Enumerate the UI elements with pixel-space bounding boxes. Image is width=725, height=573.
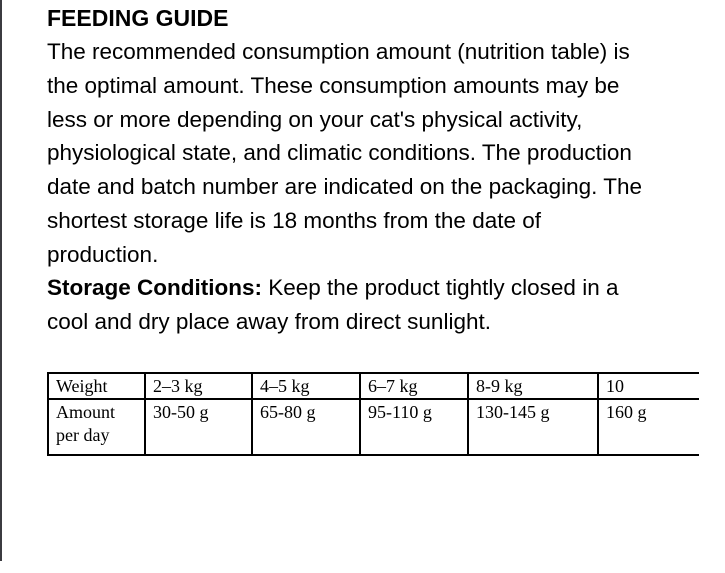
cell-text: 95-110 g bbox=[368, 401, 432, 422]
feeding-guide-heading: FEEDING GUIDE bbox=[47, 5, 229, 31]
table-cell: 10 bbox=[597, 371, 699, 400]
cell-text: Weight bbox=[56, 375, 108, 396]
table-cell: 4–5 kg bbox=[251, 371, 361, 400]
table-cell: 2–3 kg bbox=[144, 371, 253, 400]
body-line: date and batch number are indicated on t… bbox=[47, 170, 723, 204]
page-content: FEEDING GUIDE The recommended consumptio… bbox=[47, 0, 723, 456]
cell-text: 8-9 kg bbox=[476, 375, 523, 396]
cell-text: Amount bbox=[56, 401, 116, 422]
weight-row: Weight 2–3 kg 4–5 kg 6–7 kg bbox=[47, 371, 699, 400]
cell-text: per day bbox=[56, 424, 110, 445]
amount-row: Amount per day 30-50 g 65-80 g 95-110 g bbox=[47, 397, 699, 456]
row-header-cell: Weight bbox=[47, 371, 146, 400]
body-line-text: production. bbox=[47, 241, 159, 267]
cell-text: 2–3 kg bbox=[153, 375, 203, 396]
body-line: production. bbox=[47, 238, 723, 272]
body-line: Storage Conditions: Keep the product tig… bbox=[47, 271, 723, 305]
cell-text: 6–7 kg bbox=[368, 375, 418, 396]
cell-text: 10 bbox=[606, 375, 624, 396]
body-line-text: shortest storage life is 18 months from … bbox=[47, 207, 542, 233]
body-line-text: physiological state, and climatic condit… bbox=[47, 140, 632, 166]
body-line-text: cool and dry place away from direct sunl… bbox=[47, 309, 491, 334]
body-line: the optimal amount. These consumption am… bbox=[47, 69, 723, 103]
table-cell: 6–7 kg bbox=[359, 371, 469, 400]
body-line: less or more depending on your cat's phy… bbox=[47, 103, 723, 137]
cell-text: 30-50 g bbox=[153, 401, 209, 422]
table-cell: 130-145 g bbox=[467, 397, 599, 456]
cell-text: 4–5 kg bbox=[260, 375, 310, 396]
page-left-border bbox=[0, 0, 2, 561]
body-line: The recommended consumption amount (nutr… bbox=[47, 35, 723, 69]
cell-text: 160 g bbox=[606, 401, 647, 422]
body-line-text: less or more depending on your cat's phy… bbox=[47, 106, 583, 132]
table-cell: 30-50 g bbox=[144, 397, 253, 456]
body-line-text: the optimal amount. These consumption am… bbox=[47, 72, 620, 98]
row-header-cell: Amount per day bbox=[47, 397, 146, 456]
table-cell: 95-110 g bbox=[359, 397, 469, 456]
body-line-text: The recommended consumption amount (nutr… bbox=[47, 39, 630, 64]
body-line: shortest storage life is 18 months from … bbox=[47, 204, 723, 238]
table-cell: 8-9 kg bbox=[467, 371, 599, 400]
storage-conditions-label: Storage Conditions: bbox=[47, 275, 262, 301]
table-cell: 160 g bbox=[597, 397, 699, 456]
body-paragraph: The recommended consumption amount (nutr… bbox=[47, 35, 723, 339]
table-cell: 65-80 g bbox=[251, 397, 361, 456]
body-line-text: Keep the product tightly closed in a bbox=[262, 275, 619, 301]
body-line: physiological state, and climatic condit… bbox=[47, 136, 723, 170]
cell-text: 130-145 g bbox=[476, 401, 550, 422]
body-line: cool and dry place away from direct sunl… bbox=[47, 305, 723, 339]
cell-text: 65-80 g bbox=[260, 401, 316, 422]
body-line-text: date and batch number are indicated on t… bbox=[47, 174, 643, 199]
feeding-table: Weight 2–3 kg 4–5 kg 6–7 kg bbox=[47, 371, 699, 456]
